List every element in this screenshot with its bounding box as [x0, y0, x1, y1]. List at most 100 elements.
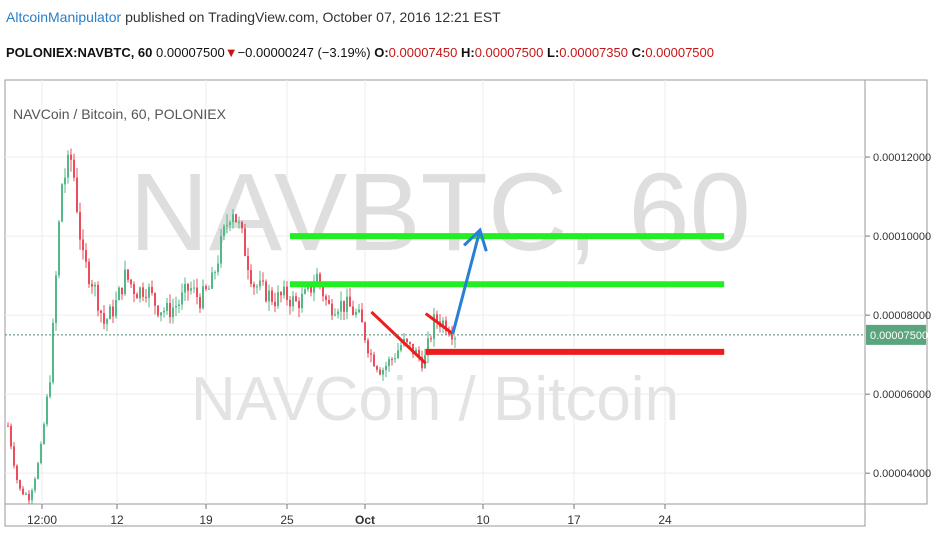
candle-body	[292, 296, 294, 307]
candle-body	[49, 382, 51, 397]
candle-body	[163, 310, 165, 313]
close-value: 0.00007500	[645, 45, 714, 60]
candle-body	[280, 292, 282, 296]
close-label: C:	[631, 45, 646, 60]
candle-body	[10, 425, 12, 447]
last-price-badge	[866, 324, 926, 345]
candle-body	[346, 296, 348, 312]
candle-body	[106, 319, 108, 324]
arrow-head-icon[interactable]	[463, 227, 488, 252]
candle-body	[238, 221, 240, 223]
candle-body	[40, 443, 42, 464]
high-value: 0.00007500	[474, 45, 544, 60]
candle-body	[124, 269, 126, 295]
candle-body	[400, 345, 402, 351]
chart-header: AltcoinManipulator published on TradingV…	[0, 0, 932, 70]
candle-body	[67, 154, 69, 178]
y-tick-label: 0.00004000	[873, 468, 931, 480]
candle-body	[37, 463, 39, 479]
candle-body	[358, 309, 360, 313]
publish-line: AltcoinManipulator published on TradingV…	[6, 9, 501, 25]
candle-body	[256, 286, 258, 288]
trend-line[interactable]	[424, 312, 454, 335]
candle-body	[406, 338, 408, 343]
candle-body	[169, 302, 171, 318]
y-tick-label: 0.00008000	[873, 310, 931, 322]
candle-body	[385, 365, 387, 370]
candle-body	[58, 221, 60, 276]
candle-body	[64, 177, 66, 185]
candle-body	[454, 338, 456, 340]
candle-body	[388, 359, 390, 366]
candle-body	[16, 465, 18, 480]
candle-body	[334, 314, 336, 316]
candle-body	[79, 211, 81, 240]
trend-line[interactable]	[370, 310, 427, 365]
candle-body	[115, 300, 117, 317]
candle-body	[199, 297, 201, 309]
candle-body	[283, 286, 285, 296]
candle-body	[409, 342, 411, 344]
candle-body	[52, 322, 54, 383]
candle-body	[46, 396, 48, 425]
candle-body	[376, 366, 378, 370]
candle-body	[265, 281, 267, 302]
y-tick-label: 0.00006000	[873, 389, 931, 401]
candle-body	[241, 221, 243, 229]
candle-body	[229, 222, 231, 226]
candle-body	[94, 284, 96, 287]
candle-body	[91, 284, 93, 287]
candle-body	[118, 287, 120, 301]
arrow-line[interactable]	[451, 229, 482, 335]
y-axis-labels: 0.00004000 0.00006000 0.00008000 0.00010000…	[865, 152, 931, 480]
x-tick-label: 12:00	[27, 513, 57, 527]
drawings[interactable]	[289, 227, 725, 365]
candle-body	[76, 177, 78, 212]
candle-body	[370, 353, 372, 355]
candle-body	[301, 293, 303, 309]
candle-body	[340, 300, 342, 312]
candle-body	[100, 310, 102, 314]
candle-body	[109, 306, 111, 320]
low-label: L:	[547, 45, 560, 60]
candle-body	[427, 338, 429, 356]
candle-body	[436, 314, 438, 322]
candle-body	[244, 228, 246, 256]
price-change: −0.00000247 (−3.19%)	[237, 45, 371, 60]
candle-body	[13, 446, 15, 466]
candle-body	[103, 313, 105, 324]
candle-body	[142, 287, 144, 297]
candle-body	[352, 306, 354, 315]
candle-body	[310, 285, 312, 293]
x-tick-label: 17	[567, 513, 581, 527]
candle-body	[364, 322, 366, 341]
candle-body	[211, 272, 213, 289]
candle-body	[286, 286, 288, 300]
candle-body	[268, 290, 270, 302]
candle-body	[70, 154, 72, 160]
x-tick-label: 10	[476, 513, 490, 527]
candle-body	[349, 296, 351, 307]
candle-body	[148, 286, 150, 298]
candle-body	[289, 299, 291, 307]
watermark-name: NAVCoin / Bitcoin	[191, 365, 679, 434]
candle-body	[250, 270, 252, 285]
candle-body	[73, 159, 75, 178]
y-tick-label: 0.00012000	[873, 152, 931, 164]
price-axis	[864, 79, 928, 505]
candle-body	[271, 290, 273, 302]
candle-body	[160, 312, 162, 316]
candle-body	[433, 314, 435, 339]
candle-body	[355, 312, 357, 315]
y-tick-label: 0.00010000	[873, 231, 931, 243]
candle-body	[112, 306, 114, 317]
candle-body	[190, 288, 192, 291]
candle-body	[187, 283, 189, 291]
candle-body	[220, 235, 222, 264]
quote-line: POLONIEX:NAVBTC, 60 0.00007500▼−0.000002…	[6, 45, 714, 60]
candle-body	[277, 292, 279, 306]
candle-body	[382, 369, 384, 375]
author-link[interactable]: AltcoinManipulator	[6, 9, 122, 25]
candle-body	[43, 424, 45, 444]
